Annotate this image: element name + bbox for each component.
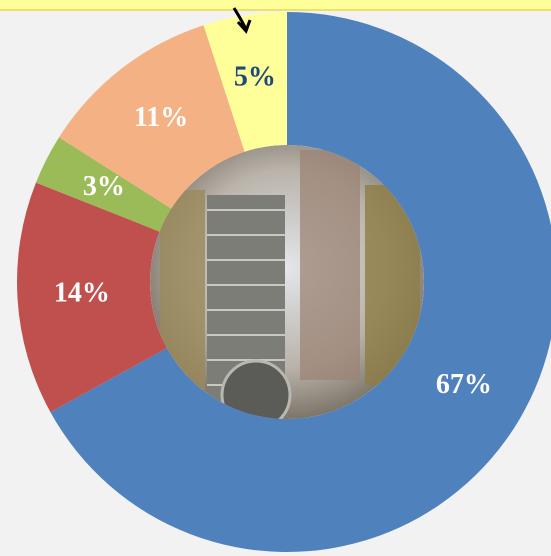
slice	[50, 12, 551, 552]
data-label: 14%	[54, 277, 110, 308]
data-label: 5%	[234, 61, 276, 92]
slice	[17, 182, 167, 413]
slice	[35, 137, 172, 232]
slice	[203, 12, 287, 152]
center-photo	[150, 145, 424, 419]
top-banner	[0, 0, 551, 11]
data-label: 67%	[436, 369, 492, 400]
data-label: 3%	[83, 171, 125, 202]
data-label: 11%	[134, 102, 188, 133]
slice	[59, 25, 245, 209]
donut	[17, 12, 551, 552]
arrow	[232, 7, 252, 34]
